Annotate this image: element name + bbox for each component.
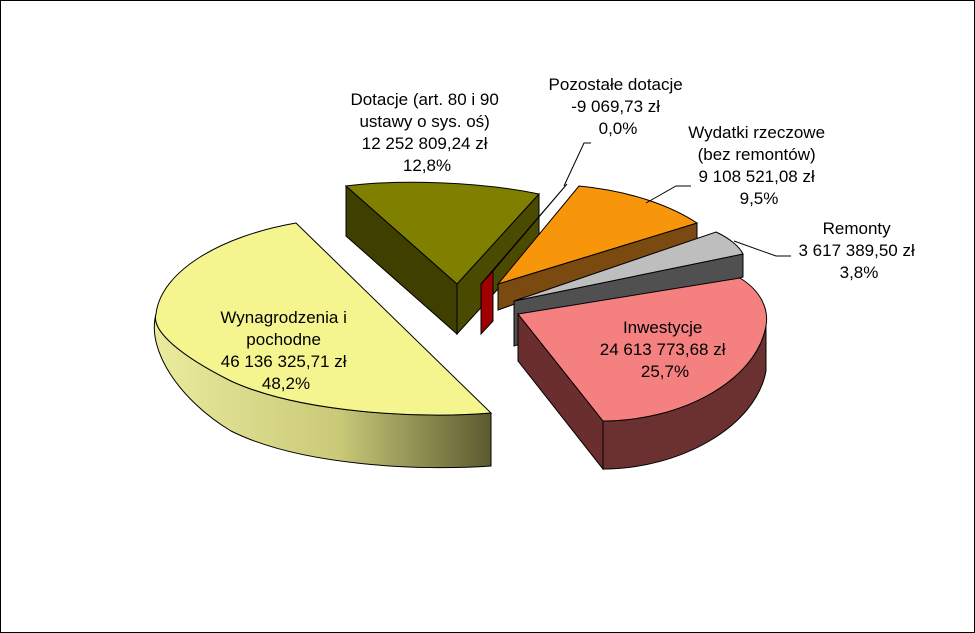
label-wynagrodzenia-value: 46 136 325,71 zł [221,352,347,371]
slice-dotacje [344,181,540,285]
label-dotacje: Dotacje (art. 80 i 90 ustawy o sys. oś) … [350,90,503,175]
label-pozostale: Pozostałe dotacje -9 069,73 zł 0,0% [549,75,688,138]
slice-labels: Wynagrodzenia i pochodne 46 136 325,71 z… [220,75,920,393]
leader-wydatki [645,185,691,204]
label-wydatki: Wydatki rzeczowe (bez remontów) 9 108 52… [688,123,830,208]
leader-lines [563,142,791,257]
label-inwestycje-line: Inwestycje [623,318,702,337]
label-wydatki-percent: 9,5% [740,189,779,208]
label-dotacje-value: 12 252 809,24 zł [362,134,488,153]
label-wydatki-line: Wydatki rzeczowe [688,123,825,142]
label-dotacje-line: Dotacje (art. 80 i 90 [350,90,498,109]
label-inwestycje-percent: 25,7% [641,362,689,381]
slice-inwestycje [517,277,768,422]
label-wynagrodzenia-line: Wynagrodzenia i [220,308,346,327]
slice-wynagrodzenia [154,222,493,416]
label-wynagrodzenia-percent: 48,2% [262,374,310,393]
label-inwestycje: Inwestycje 24 613 773,68 zł 25,7% [600,318,730,381]
label-remonty: Remonty 3 617 389,50 zł 3,8% [799,219,920,282]
label-dotacje-line: ustawy o sys. oś) [359,112,489,131]
slice-remonty [513,231,744,302]
leader-remonty [733,240,791,257]
label-pozostale-percent: 0,0% [599,119,638,138]
slice-wydatki [496,185,699,285]
label-pozostale-value: -9 069,73 zł [571,97,660,116]
label-remonty-percent: 3,8% [840,263,879,282]
label-remonty-value: 3 617 389,50 zł [799,241,915,260]
slice-tops [154,181,768,422]
label-wydatki-value: 9 108 521,08 zł [699,167,815,186]
label-wynagrodzenia-line: pochodne [246,330,321,349]
label-inwestycje-value: 24 613 773,68 zł [600,340,726,359]
leader-pozostale [563,142,591,187]
label-wydatki-line: (bez remontów) [698,145,816,164]
label-wynagrodzenia: Wynagrodzenia i pochodne 46 136 325,71 z… [220,308,351,393]
label-pozostale-line: Pozostałe dotacje [549,75,683,94]
slice-pozostale [480,183,568,285]
label-dotacje-percent: 12,8% [403,156,451,175]
label-remonty-line: Remonty [823,219,892,238]
